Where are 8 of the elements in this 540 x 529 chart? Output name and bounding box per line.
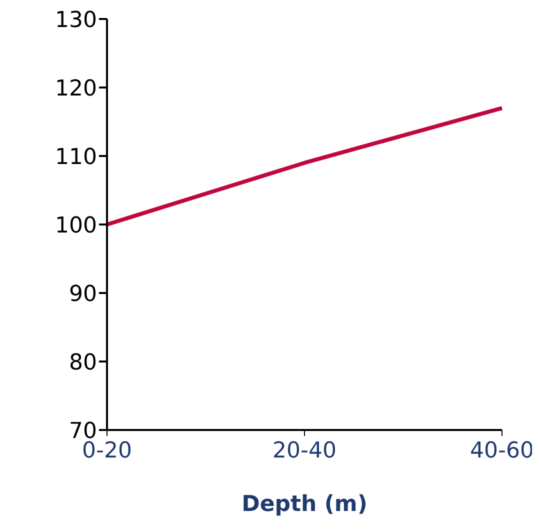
y-tick-label: 110 [55, 144, 97, 170]
y-tick-label: 120 [55, 76, 97, 102]
y-tick-label: 130 [55, 8, 97, 33]
x-tick-label: 20-40 [272, 438, 336, 464]
y-tick-label: 80 [69, 350, 97, 376]
y-tick-label: 90 [69, 282, 97, 307]
y-tick-label: 100 [55, 213, 97, 238]
x-axis-title: Depth (m) [242, 492, 368, 517]
